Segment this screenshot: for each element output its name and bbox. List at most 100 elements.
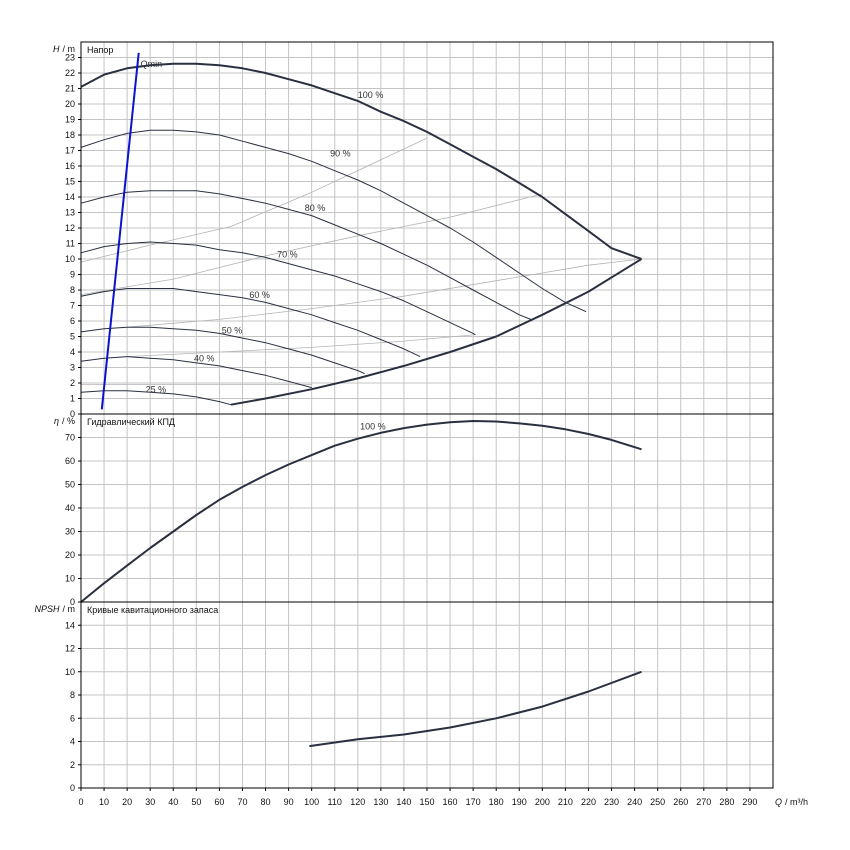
y-tick-label: 4 [70, 347, 75, 357]
series-line-1 [309, 670, 642, 748]
curves [80, 52, 643, 748]
x-tick-label: 230 [604, 797, 619, 807]
x-tick-label: 30 [145, 797, 155, 807]
x-tick-label: 140 [396, 797, 411, 807]
y-tick-label: 10 [65, 667, 75, 677]
x-axis-label: Q / m³/h [775, 797, 808, 807]
curve-label: 50 % [222, 325, 243, 335]
curve-label: 70 % [277, 249, 298, 259]
x-tick-label: 170 [466, 797, 481, 807]
x-axis-symbol: Q [775, 797, 782, 807]
curve-label: 60 % [249, 290, 270, 300]
y-tick-label: 14 [65, 620, 75, 630]
y-tick-label: 6 [70, 316, 75, 326]
x-tick-label: 120 [350, 797, 365, 807]
x-tick-label: 50 [191, 797, 201, 807]
x-tick-label: 220 [581, 797, 596, 807]
series-line-7 [80, 356, 312, 389]
x-tick-label: 40 [168, 797, 178, 807]
efficiency-iso-line [127, 334, 474, 357]
y-tick-label: 1 [70, 394, 75, 404]
x-tick-label: 150 [419, 797, 434, 807]
y-axis-symbol: NPSH [34, 604, 60, 614]
x-tick-label: 130 [373, 797, 388, 807]
y-tick-label: 4 [70, 737, 75, 747]
x-axis-unit: / m³/h [785, 797, 808, 807]
series-line-6 [80, 326, 365, 375]
y-axis-symbol: H [53, 44, 60, 54]
x-tick-label: 180 [489, 797, 504, 807]
y-tick-label: 70 [65, 433, 75, 443]
y-axis-unit: / m [63, 604, 76, 614]
y-tick-label: 10 [65, 574, 75, 584]
series-line-5 [80, 288, 421, 358]
x-tick-label: 250 [650, 797, 665, 807]
y-tick-label: 9 [70, 270, 75, 280]
y-tick-label: 10 [65, 254, 75, 264]
y-tick-label: 2 [70, 378, 75, 388]
series-line-2 [80, 129, 587, 313]
x-tick-label: 160 [443, 797, 458, 807]
y-tick-label: 7 [70, 301, 75, 311]
panel-frames [78, 41, 774, 791]
y-tick-label: 22 [65, 68, 75, 78]
y-tick-label: 30 [65, 527, 75, 537]
y-tick-label: 0 [70, 597, 75, 607]
series-line-1 [80, 420, 642, 603]
series-line-1 [80, 62, 642, 260]
y-tick-label: 23 [65, 53, 75, 63]
curve-label: 90 % [330, 149, 351, 159]
y-tick-label: 12 [65, 644, 75, 654]
y-tick-label: 2 [70, 760, 75, 770]
y-tick-label: 17 [65, 146, 75, 156]
x-tick-label: 90 [284, 797, 294, 807]
y-tick-label: 40 [65, 503, 75, 513]
curve-label: 100 % [358, 90, 384, 100]
y-tick-label: 15 [65, 177, 75, 187]
efficiency-iso-line [80, 193, 543, 295]
y-axis-label: NPSH / m [34, 604, 75, 614]
x-tick-label: 200 [535, 797, 550, 807]
y-tick-label: 8 [70, 690, 75, 700]
y-tick-label: 21 [65, 84, 75, 94]
y-axis-label: η / % [54, 416, 75, 426]
panel-title: Напор [87, 45, 113, 55]
efficiency-iso-line [80, 137, 428, 263]
y-tick-label: 50 [65, 480, 75, 490]
x-tick-label: 20 [122, 797, 132, 807]
y-tick-label: 12 [65, 223, 75, 233]
x-tick-label: 110 [328, 797, 342, 807]
x-tick-label: 240 [627, 797, 642, 807]
y-tick-label: 6 [70, 713, 75, 723]
grid [81, 41, 773, 788]
y-tick-label: 3 [70, 363, 75, 373]
series-line-4 [80, 241, 476, 336]
x-tick-label: 100 [304, 797, 319, 807]
qmin-label: Qmin [141, 59, 163, 69]
y-tick-label: 18 [65, 130, 75, 140]
panel-title: Гидравлический КПД [87, 417, 175, 427]
y-tick-label: 19 [65, 115, 75, 125]
y-tick-label: 0 [70, 409, 75, 419]
series-line-9 [230, 258, 643, 406]
x-tick-label: 70 [237, 797, 247, 807]
curve-label: 40 % [194, 353, 215, 363]
x-tick-label: 270 [696, 797, 711, 807]
y-axis-label: H / m [53, 44, 75, 54]
x-tick-label: 60 [214, 797, 224, 807]
efficiency-iso-line [127, 258, 642, 328]
y-tick-label: 11 [66, 239, 75, 249]
x-tick-label: 210 [558, 797, 573, 807]
x-tick-label: 260 [673, 797, 688, 807]
y-tick-label: 14 [65, 192, 75, 202]
y-tick-label: 13 [65, 208, 75, 218]
series-line-8 [80, 390, 232, 406]
curve-label: 80 % [305, 203, 326, 213]
x-tick-label: 280 [719, 797, 734, 807]
y-tick-label: 0 [70, 783, 75, 793]
efficiency-guide-lines [80, 137, 642, 385]
y-axis-unit: / % [62, 416, 75, 426]
panel-title: Кривые кавитационного запаса [87, 605, 218, 615]
